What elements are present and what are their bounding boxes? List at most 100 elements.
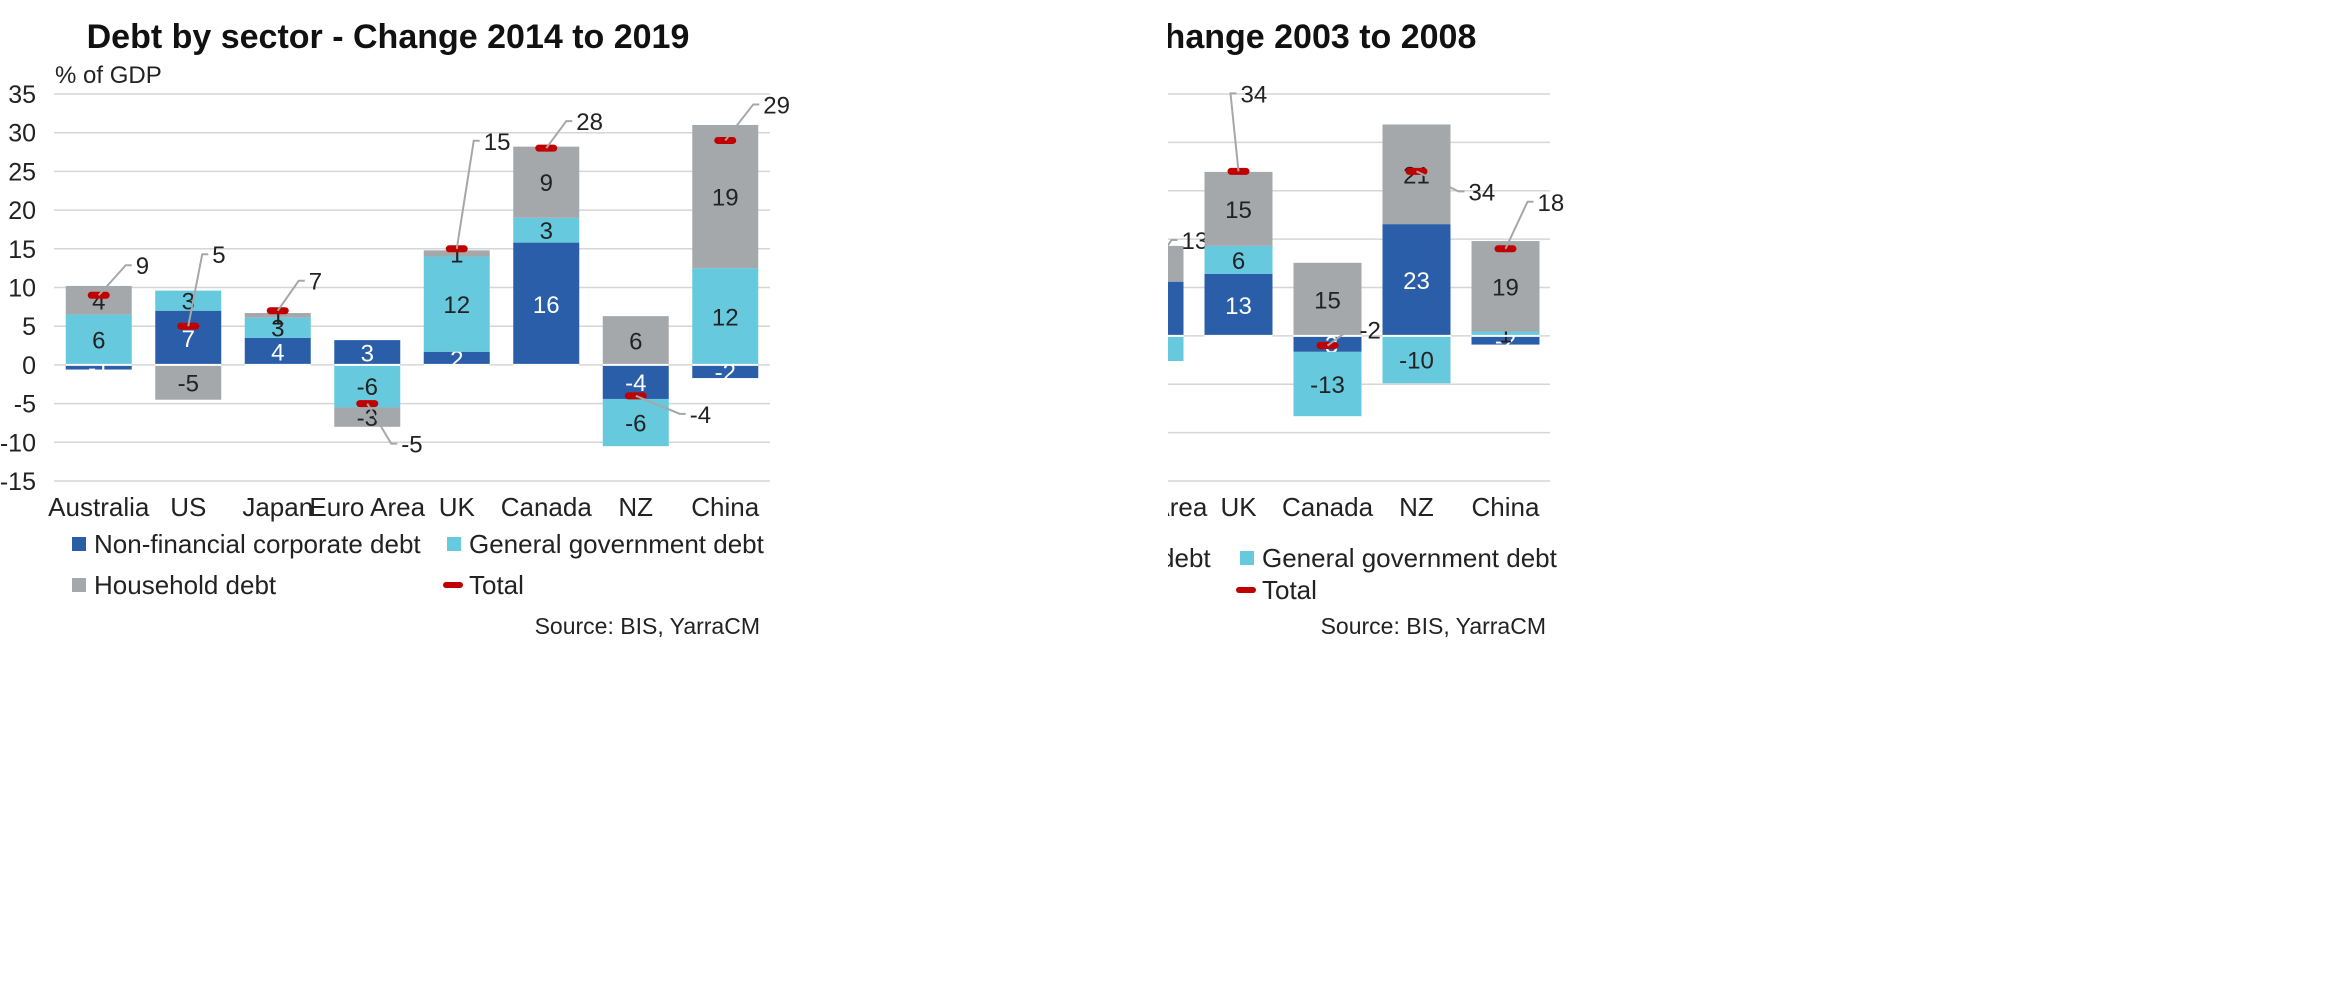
bar-segment-government [423,256,490,352]
total-label: -4 [690,402,711,429]
bar-value-label: -6 [625,411,646,438]
total-label: 34 [1241,81,1268,108]
x-category-label: Canada [1282,492,1374,522]
bar-segment-government [692,268,759,365]
total-leader-line [1229,92,1240,172]
bar-segment-corporate [1204,273,1273,336]
chart-title: Debt by sector - Change 2014 to 2019 [87,18,690,56]
bar-value-label: 12 [443,292,470,319]
bar-segment-household [1168,245,1184,282]
total-label: 7 [309,269,322,296]
bar-value-label: 13 [1225,293,1252,320]
bar-segment-household [692,124,759,269]
x-category-label: NZ [618,492,653,522]
bar-segment-government [65,314,132,365]
x-category-label: UK [1220,492,1257,522]
y-tick-label: 10 [8,275,36,303]
total-label: 9 [136,253,149,280]
bar-value-label: -10 [1399,348,1434,375]
bar-segment-government [1382,335,1451,384]
bar-segment-household [334,407,401,427]
total-label: 29 [763,92,790,119]
chart-panel: Debt by sector - Change 2014 to 2019 % of… [0,18,790,639]
bar-value-label: 12 [712,305,739,332]
x-category-label: Euro Area [309,492,425,522]
y-tick-label: 35 [8,81,36,109]
legend-label: Total [1262,575,1317,605]
bar-value-label: 15 [1314,287,1341,314]
x-category-label: China [1472,492,1540,522]
y-tick-label: 25 [8,158,36,186]
total-leader-line [635,394,686,415]
bar-segment-corporate [1168,281,1184,336]
bar-value-label: -13 [1310,372,1345,399]
chart-title: Debt by sector - Change 2003 to 2008 [1168,18,1476,56]
bar-segment-household [513,146,580,218]
legend-swatch [447,537,461,551]
bar-value-label: -5 [178,370,199,397]
bar-segment-household [423,250,490,257]
x-category-label: Euro Area [1168,492,1208,522]
bar-value-label: 4 [271,339,284,366]
bar-segment-government [513,217,580,243]
legend-swatch-total [443,582,463,588]
bar-value-label: 19 [1492,274,1519,301]
legend-swatch [1240,551,1254,565]
bar-segment-corporate [513,242,580,365]
bar-segment-household [1471,241,1540,332]
legend-swatch [72,537,86,551]
bar-segment-corporate [423,351,490,365]
y-tick-label: 30 [8,120,36,148]
bar-value-label: 15 [1225,197,1252,224]
total-label: 5 [212,242,225,269]
bar-value-label: 6 [1232,248,1245,275]
chart-left: Debt by sector - Change 2014 to 2019 % of… [0,18,790,639]
bar-value-label: 3 [271,316,284,343]
bar-segment-corporate [1471,335,1540,345]
total-leader-line [724,103,760,142]
legend-label: Total [469,570,524,600]
bar-value-label: 2 [450,346,463,373]
y-tick-label: -15 [0,468,36,496]
total-label: 13 [1182,228,1209,255]
bar-value-label: -2 [715,359,736,386]
y-tick-label: -5 [14,391,36,419]
bar-segment-government [1293,351,1362,417]
bar-value-label: 3 [361,341,374,368]
bar-value-label: 23 [1403,268,1430,295]
total-leader-line [98,264,132,296]
bar-segment-household [602,316,669,365]
total-leader-line [366,403,398,445]
bar-segment-corporate [244,337,311,365]
legend-label: General government debt [1262,543,1558,573]
bar-segment-government [602,398,669,447]
legend-swatch [72,578,86,592]
total-leader-line [1326,328,1356,347]
chart-panel: Debt by sector - Change 2003 to 2008% of… [1168,18,1564,639]
legend-swatch-total [1236,587,1256,593]
source-note: Source: BIS, YarraCM [535,613,760,639]
bar-segment-government [1471,331,1540,336]
bar-segment-household [1204,171,1273,246]
x-category-label: NZ [1399,492,1434,522]
y-tick-label: 15 [8,236,36,264]
chart-right: Debt by sector - Change 2003 to 2008% of… [1168,18,1564,639]
bar-segment-corporate [1382,224,1451,336]
legend-label: Non-financial corporate debt [1168,543,1211,573]
total-leader-line [1416,170,1465,193]
bar-value-label: -3 [357,405,378,432]
bar-value-label: 7 [182,326,195,353]
y-axis-label: % of GDP [55,62,162,89]
x-category-label: Australia [48,492,150,522]
total-leader-line [455,139,480,249]
total-label: 34 [1469,179,1496,206]
total-leader-line [1504,200,1534,250]
y-tick-label: 20 [8,197,36,225]
x-category-label: China [691,492,759,522]
y-tick-label: 0 [22,352,36,380]
x-category-label: Japan [242,492,313,522]
bar-segment-corporate [692,364,759,379]
total-leader-line [545,120,573,149]
bar-value-label: 16 [533,292,560,319]
